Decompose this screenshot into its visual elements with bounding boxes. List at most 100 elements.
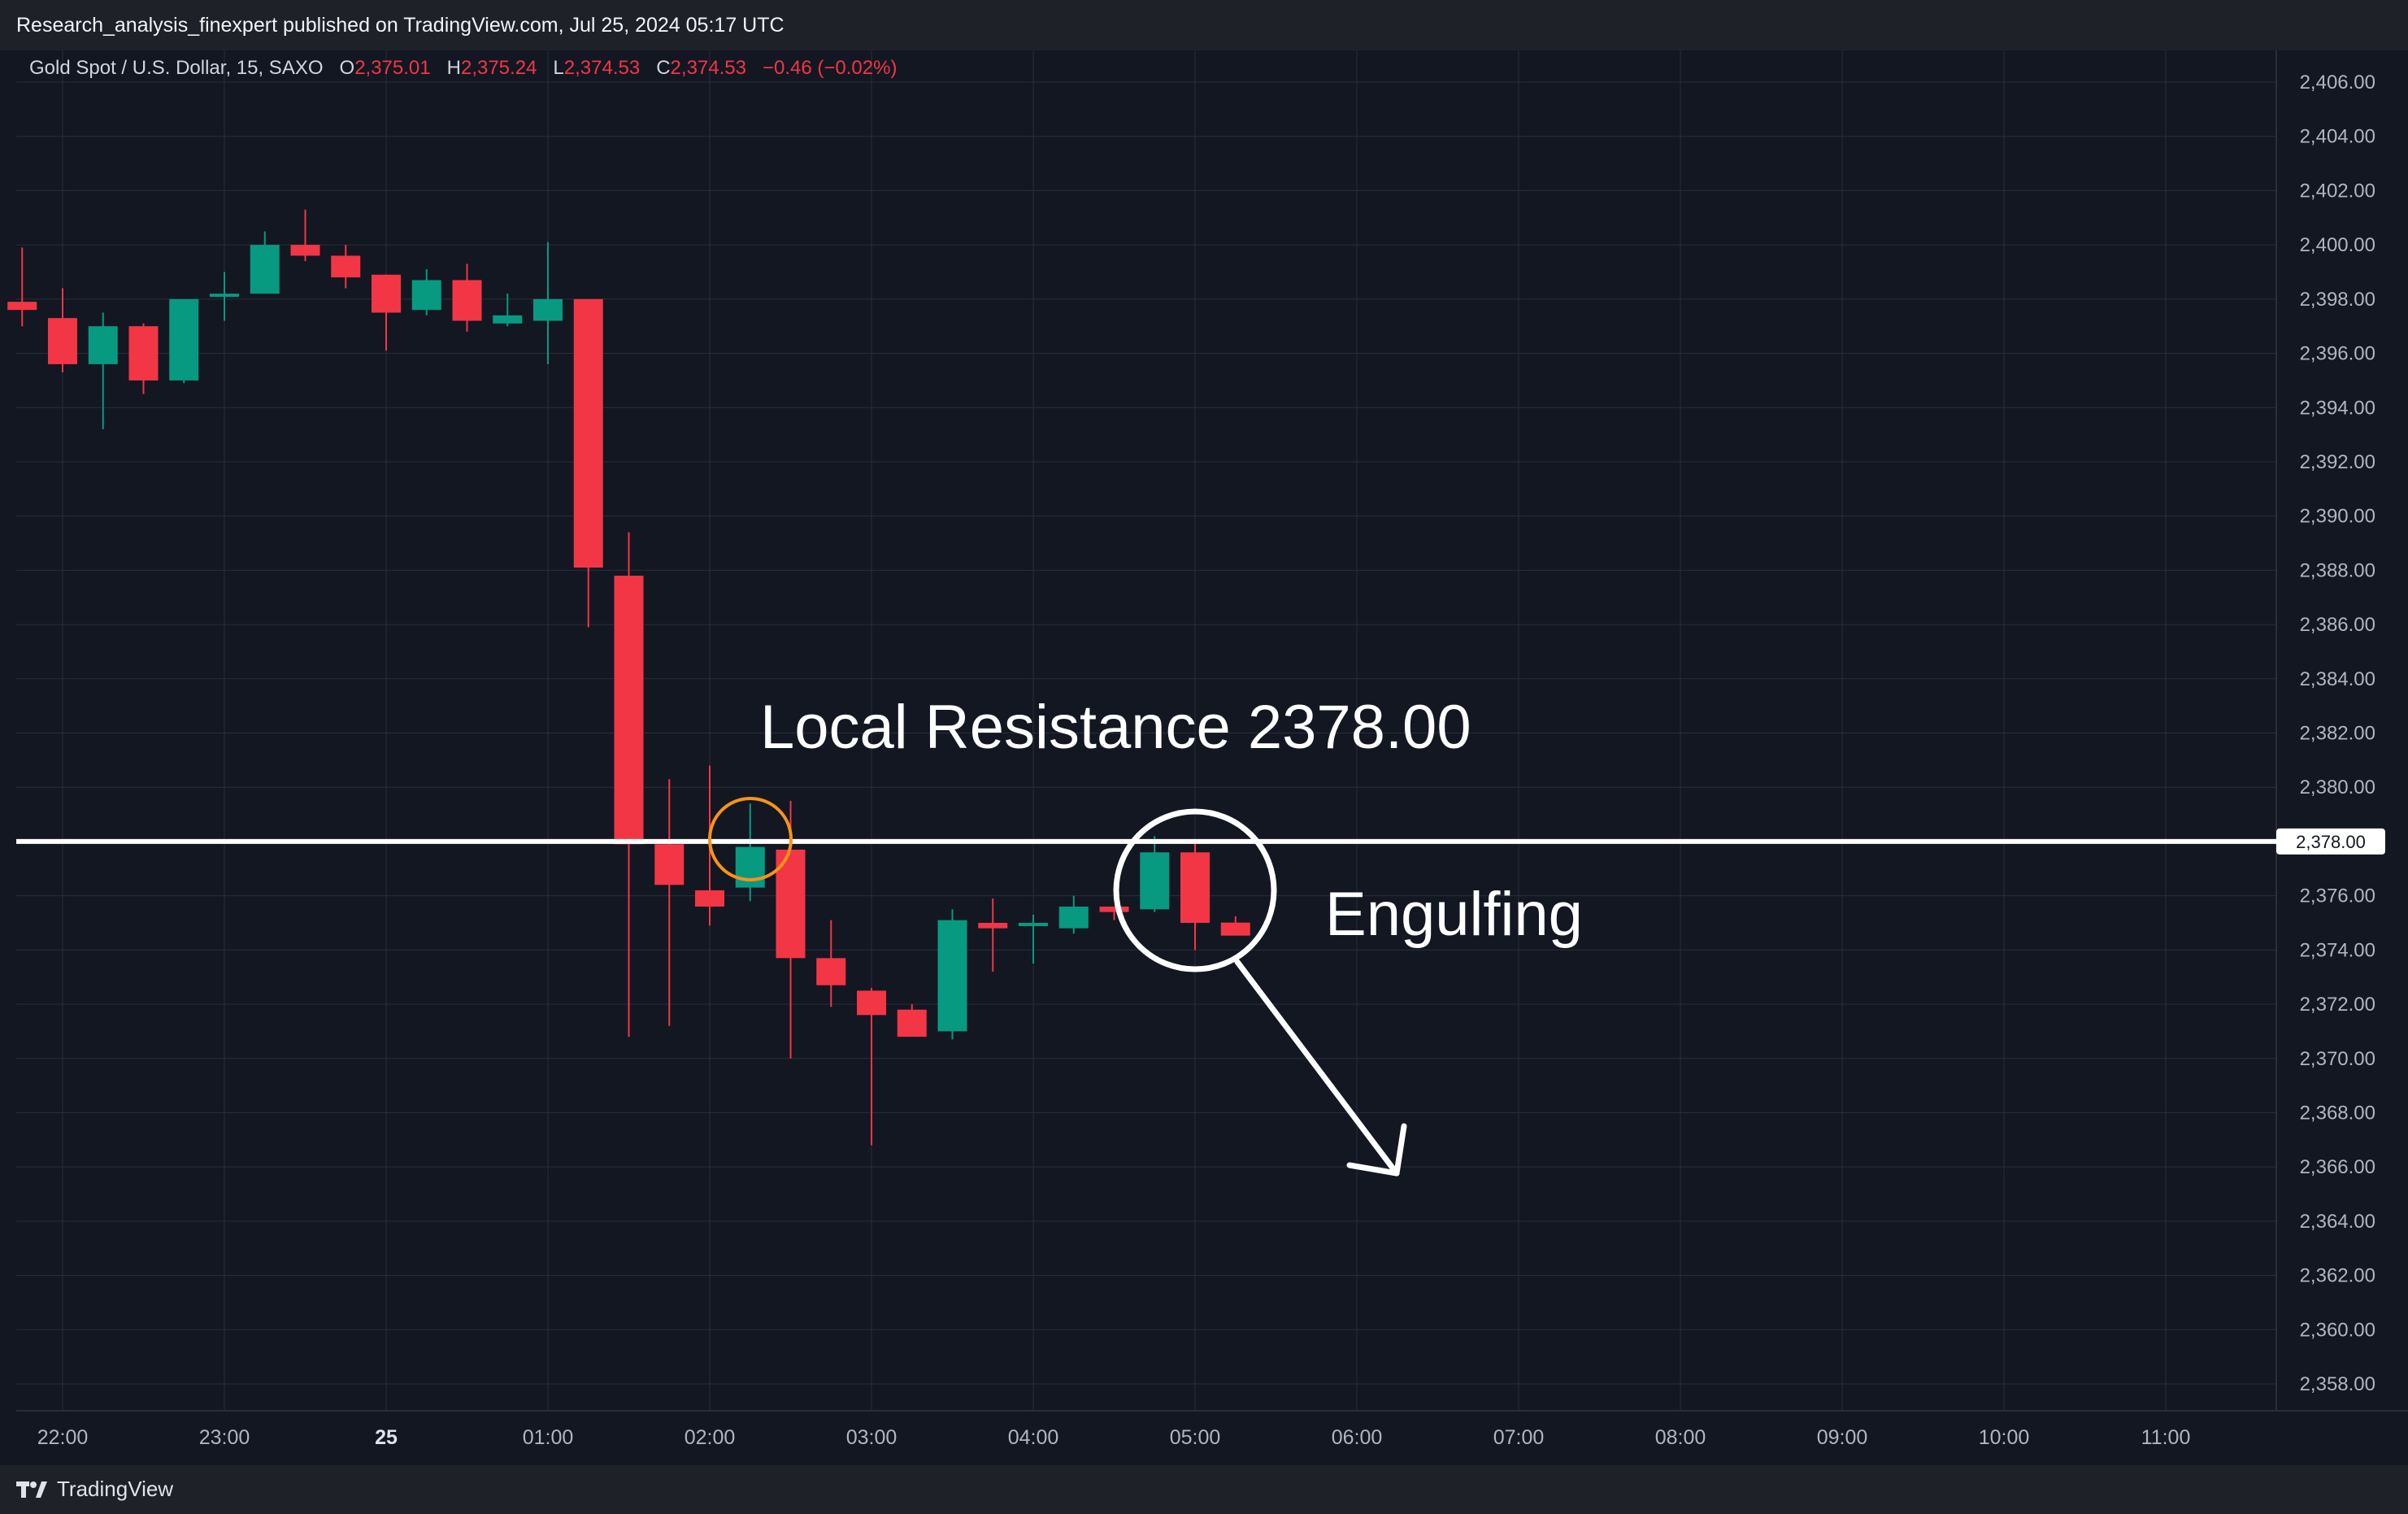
candle[interactable] bbox=[897, 1004, 927, 1038]
x-tick-label: 08:00 bbox=[1655, 1426, 1706, 1449]
resistance-price-label: 2,378.00 bbox=[2296, 832, 2366, 852]
candle-body-down bbox=[857, 990, 886, 1016]
candle[interactable] bbox=[1180, 841, 1210, 951]
candle[interactable] bbox=[452, 263, 482, 332]
candle[interactable] bbox=[1099, 906, 1129, 920]
open-label: O bbox=[339, 57, 355, 79]
x-tick-label: 09:00 bbox=[1817, 1426, 1868, 1449]
candle[interactable] bbox=[48, 288, 77, 372]
x-tick-label: 02:00 bbox=[685, 1426, 736, 1449]
candle[interactable] bbox=[210, 272, 239, 321]
y-tick-label: 2,370.00 bbox=[2300, 1048, 2375, 1070]
y-tick-label: 2,382.00 bbox=[2300, 723, 2375, 745]
candle-body-up bbox=[210, 294, 239, 298]
candle-body-up bbox=[1058, 906, 1089, 929]
candle-body-down bbox=[7, 302, 37, 311]
y-tick-label: 2,360.00 bbox=[2300, 1319, 2375, 1341]
resistance-annotation-text: Local Resistance 2378.00 bbox=[760, 693, 1471, 762]
publish-line: Research_analysis_finexpert published on… bbox=[16, 14, 785, 37]
candle-body-down bbox=[1220, 922, 1250, 936]
candle-body-up bbox=[169, 298, 199, 381]
candle[interactable] bbox=[290, 209, 320, 262]
y-tick-label: 2,376.00 bbox=[2300, 885, 2375, 907]
y-tick-label: 2,396.00 bbox=[2300, 343, 2375, 365]
chart-background bbox=[0, 50, 2408, 1465]
candle[interactable] bbox=[7, 247, 37, 327]
candle-body-up bbox=[937, 920, 967, 1032]
y-tick-label: 2,402.00 bbox=[2300, 180, 2375, 202]
y-tick-label: 2,362.00 bbox=[2300, 1265, 2375, 1287]
tradingview-logo[interactable]: TradingView bbox=[16, 1477, 173, 1502]
x-tick-label: 07:00 bbox=[1493, 1426, 1545, 1449]
candle[interactable] bbox=[614, 532, 644, 1038]
resistance-price-tag: 2,378.00 bbox=[2276, 828, 2385, 855]
candle[interactable] bbox=[493, 294, 523, 327]
y-tick-label: 2,394.00 bbox=[2300, 397, 2375, 419]
candle-body-up bbox=[411, 280, 441, 311]
candle[interactable] bbox=[372, 274, 401, 351]
candle-body-down bbox=[695, 890, 724, 907]
candle[interactable] bbox=[169, 298, 199, 384]
y-tick-label: 2,374.00 bbox=[2300, 939, 2375, 961]
candle-body-down bbox=[452, 280, 482, 321]
time-axis: 22:00 23:00 25 01:00 02:00 03:00 04:00 05:00 06:… bbox=[37, 1426, 2191, 1449]
candle[interactable] bbox=[1058, 895, 1089, 934]
candle-body-up bbox=[88, 326, 118, 364]
candle[interactable] bbox=[250, 231, 280, 294]
candle-body-down bbox=[372, 274, 401, 313]
candle-body-down bbox=[290, 245, 320, 256]
x-tick-label: 23:00 bbox=[199, 1426, 250, 1449]
candle[interactable] bbox=[1019, 914, 1048, 964]
x-tick-label: 25 bbox=[375, 1426, 398, 1449]
candle-body-down bbox=[816, 958, 846, 985]
candle[interactable] bbox=[88, 312, 118, 429]
candle-body-up bbox=[735, 846, 765, 888]
candle[interactable] bbox=[857, 988, 886, 1146]
x-tick-label: 22:00 bbox=[37, 1426, 89, 1449]
orange-highlight-circle bbox=[708, 797, 793, 881]
symbol-name[interactable]: Gold Spot / U.S. Dollar, 15, SAXO bbox=[29, 57, 324, 79]
candle[interactable] bbox=[128, 323, 159, 394]
y-tick-label: 2,372.00 bbox=[2300, 994, 2375, 1016]
candle[interactable] bbox=[937, 909, 967, 1040]
x-tick-label: 05:00 bbox=[1170, 1426, 1221, 1449]
candle-body-up bbox=[493, 315, 523, 324]
open-value: 2,375.01 bbox=[354, 57, 431, 79]
candle-body-down bbox=[654, 844, 685, 885]
candle[interactable] bbox=[573, 298, 603, 628]
y-tick-label: 2,392.00 bbox=[2300, 451, 2375, 473]
candle[interactable] bbox=[1220, 916, 1250, 936]
y-tick-label: 2,366.00 bbox=[2300, 1156, 2375, 1178]
candle[interactable] bbox=[331, 245, 361, 289]
y-tick-label: 2,406.00 bbox=[2300, 72, 2375, 94]
y-tick-label: 2,404.00 bbox=[2300, 126, 2375, 148]
footer-bar: TradingView bbox=[0, 1465, 2408, 1514]
candle[interactable] bbox=[411, 269, 441, 315]
tradingview-brand-text: TradingView bbox=[57, 1477, 174, 1501]
grid-lines bbox=[16, 50, 2408, 1412]
y-tick-label: 2,390.00 bbox=[2300, 506, 2375, 528]
candle[interactable] bbox=[654, 779, 685, 1026]
publish-header: Research_analysis_finexpert published on… bbox=[0, 0, 2408, 50]
y-tick-label: 2,358.00 bbox=[2300, 1373, 2375, 1395]
candle-body-down bbox=[128, 326, 159, 381]
price-axis: 2,406.00 2,404.00 2,402.00 2,400.00 2,398.00… bbox=[2300, 72, 2375, 1395]
y-tick-label: 2,380.00 bbox=[2300, 777, 2375, 798]
x-tick-label: 03:00 bbox=[846, 1426, 898, 1449]
x-tick-label: 04:00 bbox=[1008, 1426, 1059, 1449]
y-tick-label: 2,364.00 bbox=[2300, 1211, 2375, 1233]
candle[interactable] bbox=[533, 241, 563, 364]
close-value: 2,374.53 bbox=[670, 57, 746, 79]
candle[interactable] bbox=[816, 920, 846, 1007]
candle-body-down bbox=[897, 1009, 927, 1038]
low-label: L bbox=[553, 57, 564, 79]
symbol-legend: Gold Spot / U.S. Dollar, 15, SAXO O2,375… bbox=[29, 57, 897, 80]
candle-body-down bbox=[1099, 906, 1129, 912]
candle[interactable] bbox=[1140, 836, 1170, 912]
y-tick-label: 2,384.00 bbox=[2300, 668, 2375, 690]
candle-body-down bbox=[1180, 852, 1210, 923]
candle-body-down bbox=[978, 922, 1008, 929]
candle[interactable] bbox=[978, 898, 1008, 972]
engulfing-highlight-circle bbox=[1113, 808, 1277, 972]
